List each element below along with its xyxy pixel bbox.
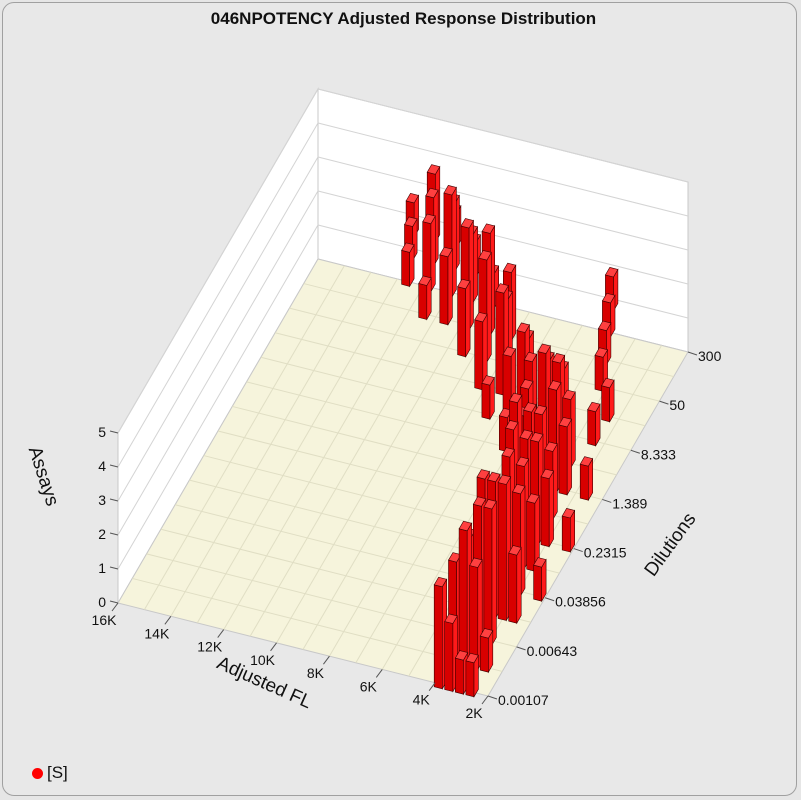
y-tick-mark [544, 597, 555, 602]
y-tick-mark [630, 449, 641, 454]
legend-swatch [32, 768, 43, 779]
z-axis-title: Assays [24, 444, 63, 509]
z-tick-label: 4 [98, 458, 106, 474]
x-tick-label: 16K [92, 612, 118, 628]
x-tick-mark [375, 669, 383, 678]
x-tick-mark [111, 602, 119, 612]
x-tick-label: 8K [307, 665, 325, 681]
x-tick-label: 14K [144, 625, 170, 641]
x-tick-mark [481, 695, 489, 705]
y-tick-label: 0.2315 [584, 545, 627, 561]
y-tick-label: 0.03856 [555, 594, 606, 610]
wall-gridline [117, 190, 689, 536]
bar [508, 545, 522, 625]
x-tick-mark [428, 682, 436, 692]
x-tick-mark [164, 615, 172, 625]
bar [561, 508, 576, 554]
x-tick-mark [270, 642, 277, 652]
chart-title: 046NPOTENCY Adjusted Response Distributi… [210, 9, 597, 28]
y-axis-title: Dilutions [641, 509, 701, 580]
floor-gridline [143, 265, 345, 610]
bar [465, 652, 479, 698]
z-tick-label: 2 [98, 526, 106, 542]
chart-ticks: 16K 14K 12K 10K 8K 6K 4K 2K 0.00107 0.00643 0.0385… [92, 348, 722, 721]
bar [479, 628, 494, 674]
floor-gridline [170, 272, 372, 617]
wall-gridline [117, 88, 689, 434]
z-tick-label: 1 [98, 560, 106, 576]
bar [401, 242, 415, 288]
floor-gridline [223, 285, 425, 630]
chart-bars [401, 164, 619, 698]
z-tick-label: 3 [98, 492, 106, 508]
bar [533, 557, 547, 603]
z-tick-mark [109, 430, 119, 434]
y-tick-mark [687, 351, 698, 356]
y-tick-mark [573, 548, 583, 553]
wall-gridline [117, 156, 689, 502]
y-tick-label: 300 [698, 348, 722, 364]
bar [422, 213, 436, 293]
y-tick-label: 8.333 [641, 446, 676, 462]
y-tick-mark [487, 695, 498, 700]
bar [481, 375, 495, 421]
floor-gridline [249, 291, 451, 637]
y-tick-label: 1.389 [612, 495, 647, 511]
bar [587, 401, 601, 447]
wall-gridline [117, 224, 689, 570]
x-tick-mark [323, 655, 330, 665]
z-tick-label: 5 [98, 424, 106, 440]
y-tick-mark [602, 498, 612, 503]
z-tick-mark [109, 566, 119, 570]
z-tick-mark [109, 464, 119, 468]
x-tick-label: 12K [197, 639, 223, 655]
y-tick-label: 50 [669, 397, 685, 413]
y-tick-label: 0.00643 [527, 643, 578, 659]
floor-gridline [275, 332, 646, 427]
bar [601, 377, 615, 423]
z-tick-mark [109, 532, 119, 536]
bar [454, 650, 469, 696]
z-tick-mark [109, 600, 119, 604]
z-tick-mark [109, 498, 119, 502]
x-tick-label: 4K [413, 692, 431, 708]
floor-gridline [276, 298, 478, 644]
bar [540, 468, 555, 548]
y-tick-mark [659, 400, 669, 405]
y-tick-mark [516, 646, 526, 651]
y-tick-label: 0.00107 [498, 692, 549, 708]
bar [483, 499, 497, 647]
bar [579, 456, 594, 502]
legend-label: [S] [47, 763, 68, 782]
bar [457, 278, 471, 358]
z-tick-label: 0 [98, 594, 106, 610]
x-tick-label: 6K [360, 678, 378, 694]
bar [474, 311, 488, 392]
floor-gridline [196, 278, 398, 624]
wall-gridline [117, 122, 689, 468]
x-tick-mark [217, 629, 225, 638]
bar [558, 416, 573, 497]
bar [439, 246, 453, 326]
legend: [S] [32, 763, 68, 783]
chart-walls [117, 87, 689, 605]
x-tick-label: 10K [250, 652, 276, 668]
x-tick-label: 2K [465, 705, 483, 721]
bar [418, 275, 432, 321]
